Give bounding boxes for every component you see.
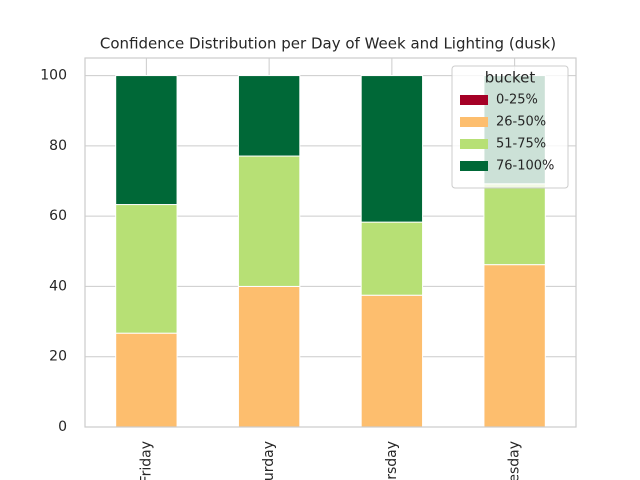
legend-label: 26-50% — [496, 115, 546, 130]
y-tick-label: 0 — [58, 419, 67, 435]
legend-swatch — [460, 117, 488, 127]
bar-segment — [237, 75, 301, 157]
legend-label: 51-75% — [496, 137, 546, 152]
x-tick-label: Thursday — [384, 441, 400, 480]
legend-swatch — [460, 161, 488, 171]
legend-label: 76-100% — [496, 159, 554, 174]
bar-segment — [237, 155, 301, 287]
bar-segment — [360, 75, 424, 223]
bar-segment — [360, 221, 424, 296]
legend-label: 0-25% — [496, 93, 538, 108]
bar-segment — [115, 75, 178, 206]
bar-segment — [237, 285, 301, 428]
x-tick-label: Saturday — [261, 441, 277, 480]
plot-frame — [84, 57, 577, 428]
legend-swatch — [460, 139, 488, 149]
bar-segment — [115, 204, 178, 334]
bar-segment — [115, 332, 178, 428]
chart-title: Confidence Distribution per Day of Week … — [100, 35, 556, 53]
y-tick-label: 20 — [49, 349, 67, 365]
bar-segment — [483, 183, 546, 266]
y-tick-label: 40 — [49, 278, 67, 294]
y-tick-label: 80 — [49, 138, 67, 154]
x-tick-label: Friday — [138, 441, 154, 480]
bar-segment — [360, 294, 424, 428]
legend-title: bucket — [485, 69, 536, 87]
bar-segment — [483, 264, 546, 428]
legend-swatch — [460, 95, 488, 105]
y-tick-label: 100 — [40, 68, 67, 84]
y-tick-label: 60 — [49, 208, 67, 224]
x-tick-label: Wednesday — [507, 441, 523, 480]
